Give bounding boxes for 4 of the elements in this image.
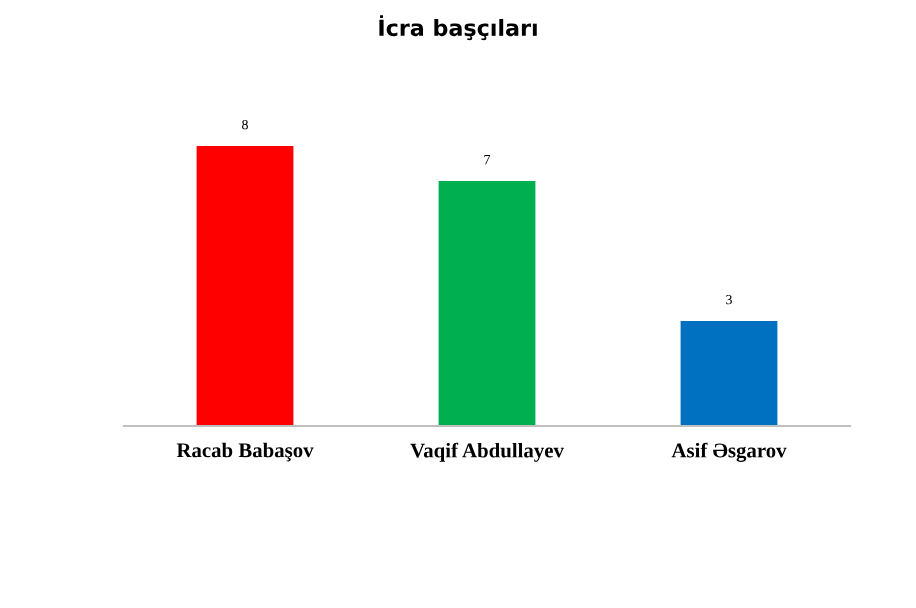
x-tick-label: Vaqif Abdullayev: [410, 442, 564, 462]
x-tick-label: Asif Əsgarov: [671, 442, 787, 462]
x-tick-label: Racab Babaşov: [176, 442, 314, 462]
chart-title: İcra başçıları: [379, 15, 537, 41]
